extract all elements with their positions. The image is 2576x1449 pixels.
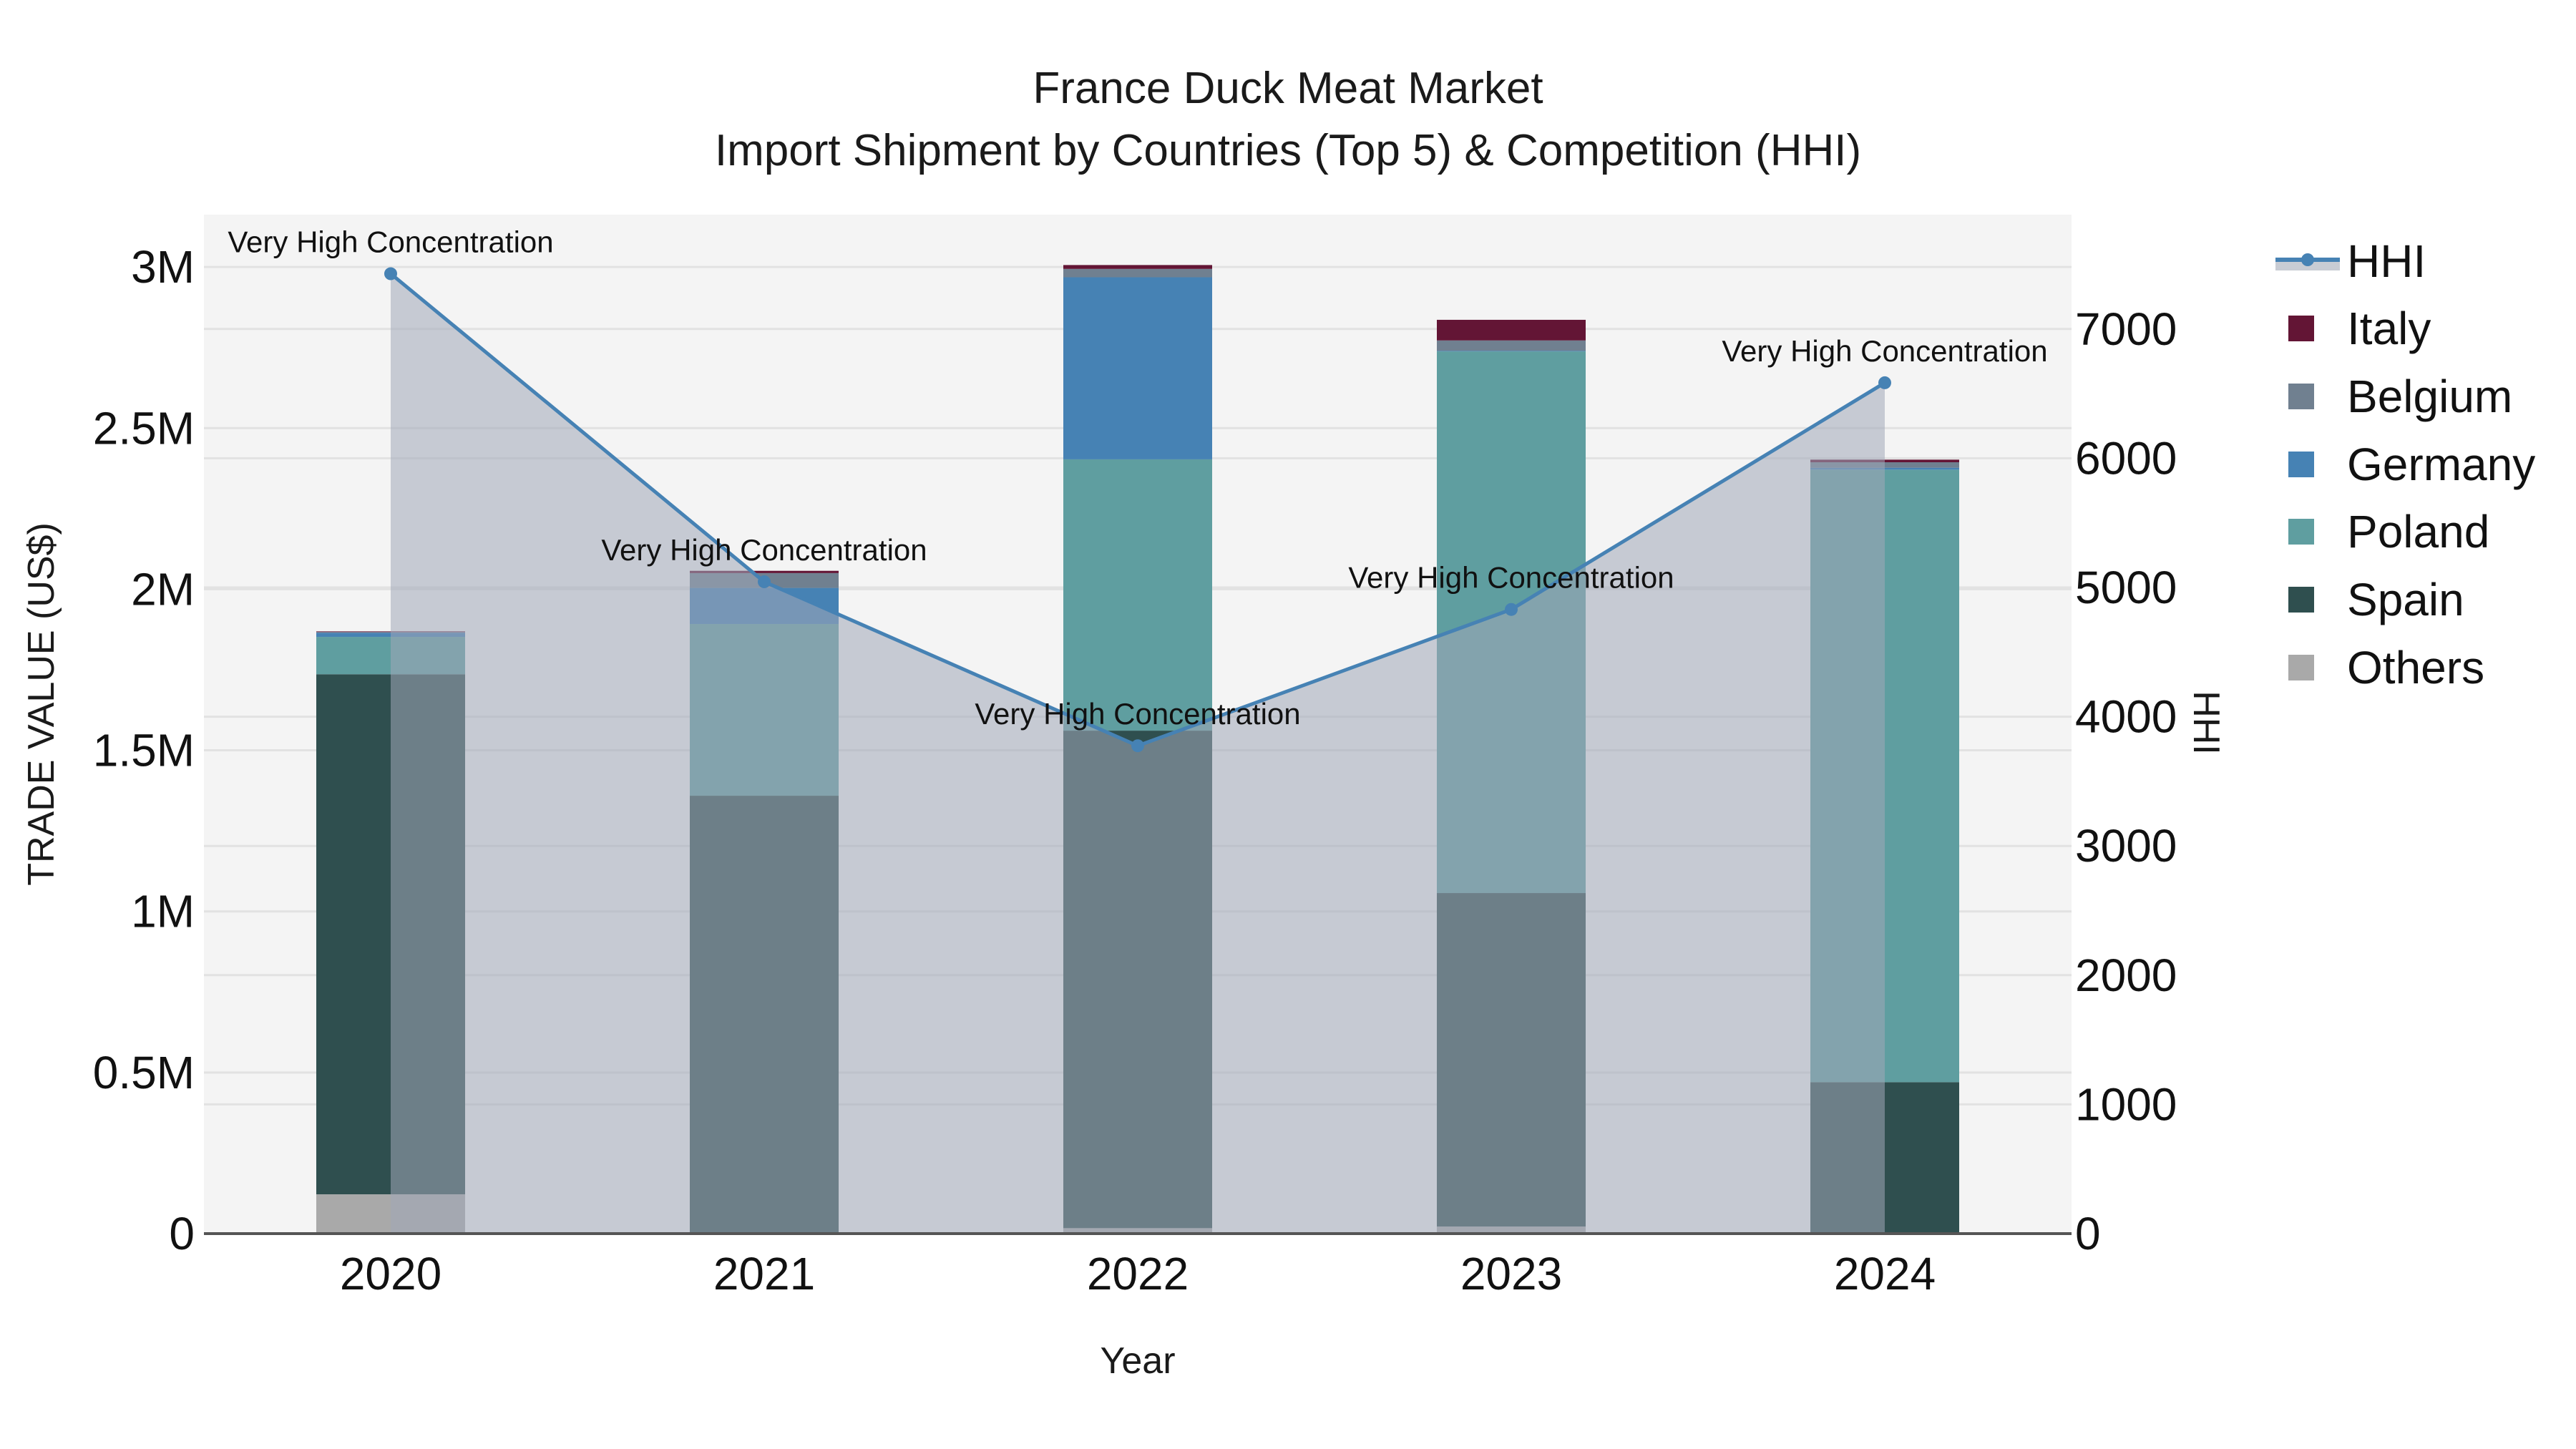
hhi-annotation: Very High Concentration <box>1348 561 1674 595</box>
legend-label: Poland <box>2347 506 2490 557</box>
y-tick-label: 1.5M <box>93 725 195 776</box>
y2-tick-label: 5000 <box>2075 562 2177 613</box>
hhi-annotation: Very High Concentration <box>975 697 1300 731</box>
hhi-area <box>391 273 1885 1234</box>
legend-item-belgium[interactable]: Belgium <box>2268 364 2569 429</box>
legend-item-poland[interactable]: Poland <box>2268 499 2569 564</box>
x-tick-label: 2021 <box>713 1248 815 1299</box>
bar-segment-italy[interactable] <box>1063 265 1212 269</box>
legend-item-germany[interactable]: Germany <box>2268 432 2569 497</box>
swatch-icon <box>2288 452 2314 477</box>
swatch-icon <box>2288 316 2314 341</box>
legend-item-italy[interactable]: Italy <box>2268 296 2569 361</box>
y-tick-label: 0 <box>169 1208 195 1259</box>
y-tick-label: 3M <box>131 241 195 293</box>
y2-tick-label: 0 <box>2075 1208 2101 1259</box>
legend-label: Spain <box>2347 574 2464 625</box>
y-axis-right-title: HHI <box>2185 691 2227 755</box>
x-tick-label: 2020 <box>340 1248 441 1299</box>
swatch-icon <box>2288 655 2314 680</box>
x-tick-label: 2024 <box>1834 1248 1936 1299</box>
legend-label: Belgium <box>2347 371 2513 422</box>
bar-segment-poland[interactable] <box>1063 459 1212 731</box>
y-axis-left-title: TRADE VALUE (US$) <box>21 522 62 886</box>
hhi-marker[interactable] <box>384 267 397 280</box>
hhi-marker[interactable] <box>758 575 771 589</box>
hhi-marker[interactable] <box>1505 602 1518 616</box>
legend-item-hhi[interactable]: HHI <box>2268 229 2569 293</box>
chart-title-line1: France Duck Meat Market <box>1033 64 1543 113</box>
swatch-icon <box>2288 519 2314 545</box>
x-axis-title: Year <box>1100 1340 1176 1382</box>
legend-label: Others <box>2347 642 2485 693</box>
y2-tick-label: 7000 <box>2075 303 2177 355</box>
hhi-annotation: Very High Concentration <box>228 225 553 259</box>
swatch-icon <box>2288 384 2314 409</box>
bar-segment-germany[interactable] <box>1063 277 1212 459</box>
y2-tick-label: 6000 <box>2075 432 2177 484</box>
chart-title-line2: Import Shipment by Countries (Top 5) & C… <box>714 126 1862 175</box>
x-tick-label: 2023 <box>1460 1248 1562 1299</box>
legend-item-spain[interactable]: Spain <box>2268 567 2569 632</box>
hhi-annotation: Very High Concentration <box>601 533 927 567</box>
y2-tick-label: 2000 <box>2075 950 2177 1001</box>
y2-tick-label: 3000 <box>2075 820 2177 872</box>
y-tick-label: 2M <box>131 563 195 615</box>
hhi-marker[interactable] <box>1878 376 1891 389</box>
legend-label: Germany <box>2347 439 2536 490</box>
bar-segment-italy[interactable] <box>1437 319 1586 341</box>
hhi-marker[interactable] <box>1131 739 1144 753</box>
legend-label: Italy <box>2347 303 2431 354</box>
legend-item-others[interactable]: Others <box>2268 635 2569 700</box>
bar-segment-belgium[interactable] <box>1437 340 1586 351</box>
legend-label: HHI <box>2347 235 2426 287</box>
bar-segment-belgium[interactable] <box>1063 268 1212 278</box>
y-tick-label: 1M <box>131 886 195 937</box>
swatch-icon <box>2288 587 2314 613</box>
line-marker-icon <box>2275 253 2340 270</box>
y2-tick-label: 4000 <box>2075 691 2177 743</box>
y-tick-label: 0.5M <box>93 1047 195 1098</box>
y2-tick-label: 1000 <box>2075 1078 2177 1130</box>
bar-segment-italy[interactable] <box>690 570 839 573</box>
y-tick-label: 2.5M <box>93 402 195 454</box>
hhi-annotation: Very High Concentration <box>1722 334 2047 368</box>
x-tick-label: 2022 <box>1087 1248 1189 1299</box>
